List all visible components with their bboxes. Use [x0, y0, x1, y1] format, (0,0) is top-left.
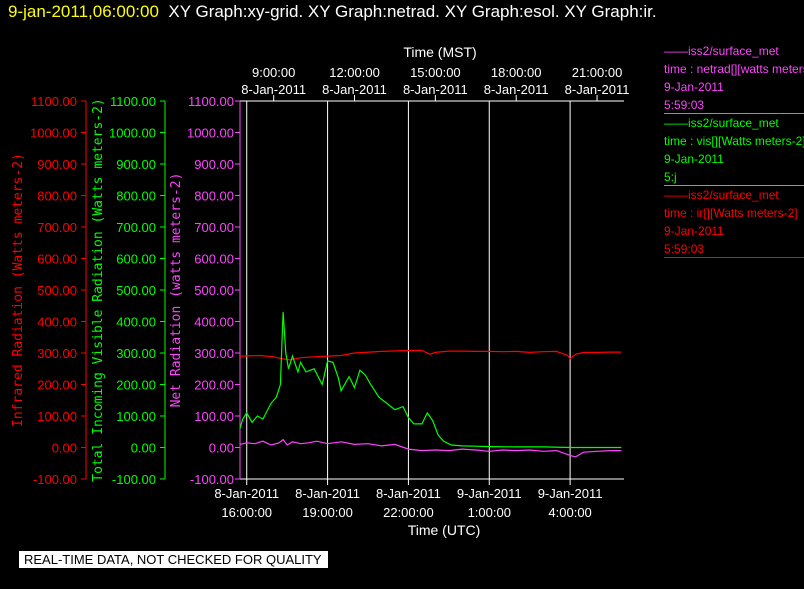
bottom-tick-label: 16:00:00 [221, 505, 272, 520]
y-tick-label: 700.00 [194, 220, 234, 235]
y-tick-label: 100.00 [116, 409, 156, 424]
y-tick-label: 400.00 [37, 315, 77, 330]
legend-divider [664, 185, 804, 186]
y-tick-label: 500.00 [116, 283, 156, 298]
y-tick-label: 900.00 [116, 157, 156, 172]
y-tick-label: 900.00 [37, 157, 77, 172]
y-tick-label: 0.00 [131, 441, 156, 456]
bottom-axis-label: Time (UTC) [408, 522, 481, 538]
bottom-tick-label: 4:00:00 [548, 505, 591, 520]
y-axis-title: Total Incoming Visible Radiation (Watts … [91, 98, 106, 482]
y-tick-label: 700.00 [116, 220, 156, 235]
bottom-tick-date: 8-Jan-2011 [295, 486, 360, 501]
y-tick-label: 600.00 [194, 252, 234, 267]
header-datetime: 9-jan-2011,06:00:00 [8, 2, 159, 21]
y-tick-label: 900.00 [194, 157, 234, 172]
legend-line: 9-Jan-2011 [664, 224, 724, 238]
top-tick-date: 8-Jan-2011 [565, 82, 630, 97]
header: 9-jan-2011,06:00:00 XY Graph:xy-grid. XY… [8, 2, 657, 22]
bottom-tick-date: 9-Jan-2011 [538, 486, 603, 501]
legend-line: 5:59:03 [664, 98, 705, 112]
legend-line: ——iss2/surface_met [664, 116, 779, 130]
y-tick-label: 1000.00 [109, 126, 156, 141]
top-tick-label: 15:00:00 [410, 65, 461, 80]
y-tick-label: 1000.00 [30, 126, 77, 141]
y-tick-label: 100.00 [37, 409, 77, 424]
top-axis-label: Time (MST) [403, 44, 476, 60]
quality-warning-note: REAL-TIME DATA, NOT CHECKED FOR QUALITY [19, 551, 328, 568]
y-tick-label: 800.00 [37, 189, 77, 204]
top-tick-date: 8-Jan-2011 [403, 82, 468, 97]
y-tick-label: 100.00 [194, 409, 234, 424]
top-tick-label: 18:00:00 [491, 65, 542, 80]
y-tick-label: 600.00 [116, 252, 156, 267]
bottom-tick-label: 22:00:00 [383, 505, 434, 520]
y-tick-label: 300.00 [194, 346, 234, 361]
top-tick-date: 8-Jan-2011 [241, 82, 306, 97]
series-line-ir [239, 349, 622, 361]
y-tick-label: 1100.00 [31, 94, 77, 109]
legend-line: 9-Jan-2011 [664, 152, 724, 166]
legend-line: 9-Jan-2011 [664, 80, 724, 94]
y-tick-label: 800.00 [116, 189, 156, 204]
series-line-vis [239, 312, 622, 449]
y-tick-label: 200.00 [116, 378, 156, 393]
top-tick-date: 8-Jan-2011 [322, 82, 387, 97]
y-tick-label: 300.00 [37, 346, 77, 361]
y-tick-label: -100.00 [33, 472, 77, 487]
legend-divider [664, 257, 804, 258]
y-axis-title: Infrared Radiation (Watts meters-2) [11, 153, 26, 427]
y-tick-label: 0.00 [209, 441, 234, 456]
legend-line: 5:j [664, 170, 677, 184]
legend-line: ——iss2/surface_met [664, 188, 779, 202]
series-line-netrad [239, 438, 622, 458]
y-tick-label: 700.00 [37, 220, 77, 235]
legend-divider [664, 113, 804, 114]
y-tick-label: 200.00 [194, 378, 234, 393]
legend-line: time : netrad[][watts meters-2] [664, 62, 804, 76]
legend-line: 5:59:03 [664, 242, 705, 256]
y-tick-label: 400.00 [194, 315, 234, 330]
bottom-tick-date: 9-Jan-2011 [457, 486, 522, 501]
header-titles: XY Graph:xy-grid. XY Graph:netrad. XY Gr… [168, 2, 657, 21]
bottom-tick-date: 8-Jan-2011 [376, 486, 441, 501]
y-tick-label: -100.00 [112, 472, 156, 487]
y-tick-label: 400.00 [116, 315, 156, 330]
y-tick-label: 800.00 [194, 189, 234, 204]
y-tick-label: 200.00 [37, 378, 77, 393]
y-tick-label: 500.00 [194, 283, 234, 298]
bottom-tick-date: 8-Jan-2011 [214, 486, 279, 501]
y-axis-title: Net Radiation (watts meters-2) [169, 173, 184, 408]
y-tick-label: 1100.00 [110, 94, 156, 109]
bottom-tick-label: 1:00:00 [468, 505, 511, 520]
y-tick-label: 300.00 [116, 346, 156, 361]
y-tick-label: 1100.00 [188, 94, 234, 109]
top-tick-label: 21:00:00 [572, 65, 623, 80]
y-tick-label: -100.00 [190, 472, 234, 487]
bottom-tick-label: 19:00:00 [302, 505, 353, 520]
legend-line: time : vis[][Watts meters-2] [664, 134, 804, 148]
y-tick-label: 1000.00 [187, 126, 234, 141]
top-tick-label: 12:00:00 [329, 65, 380, 80]
y-tick-label: 0.00 [52, 441, 77, 456]
legend-line: time : ir[][Watts meters-2] [664, 206, 798, 220]
top-tick-label: 9:00:00 [252, 65, 295, 80]
top-tick-date: 8-Jan-2011 [484, 82, 549, 97]
y-tick-label: 600.00 [37, 252, 77, 267]
legend-line: ——iss2/surface_met [664, 44, 779, 58]
y-tick-label: 500.00 [37, 283, 77, 298]
